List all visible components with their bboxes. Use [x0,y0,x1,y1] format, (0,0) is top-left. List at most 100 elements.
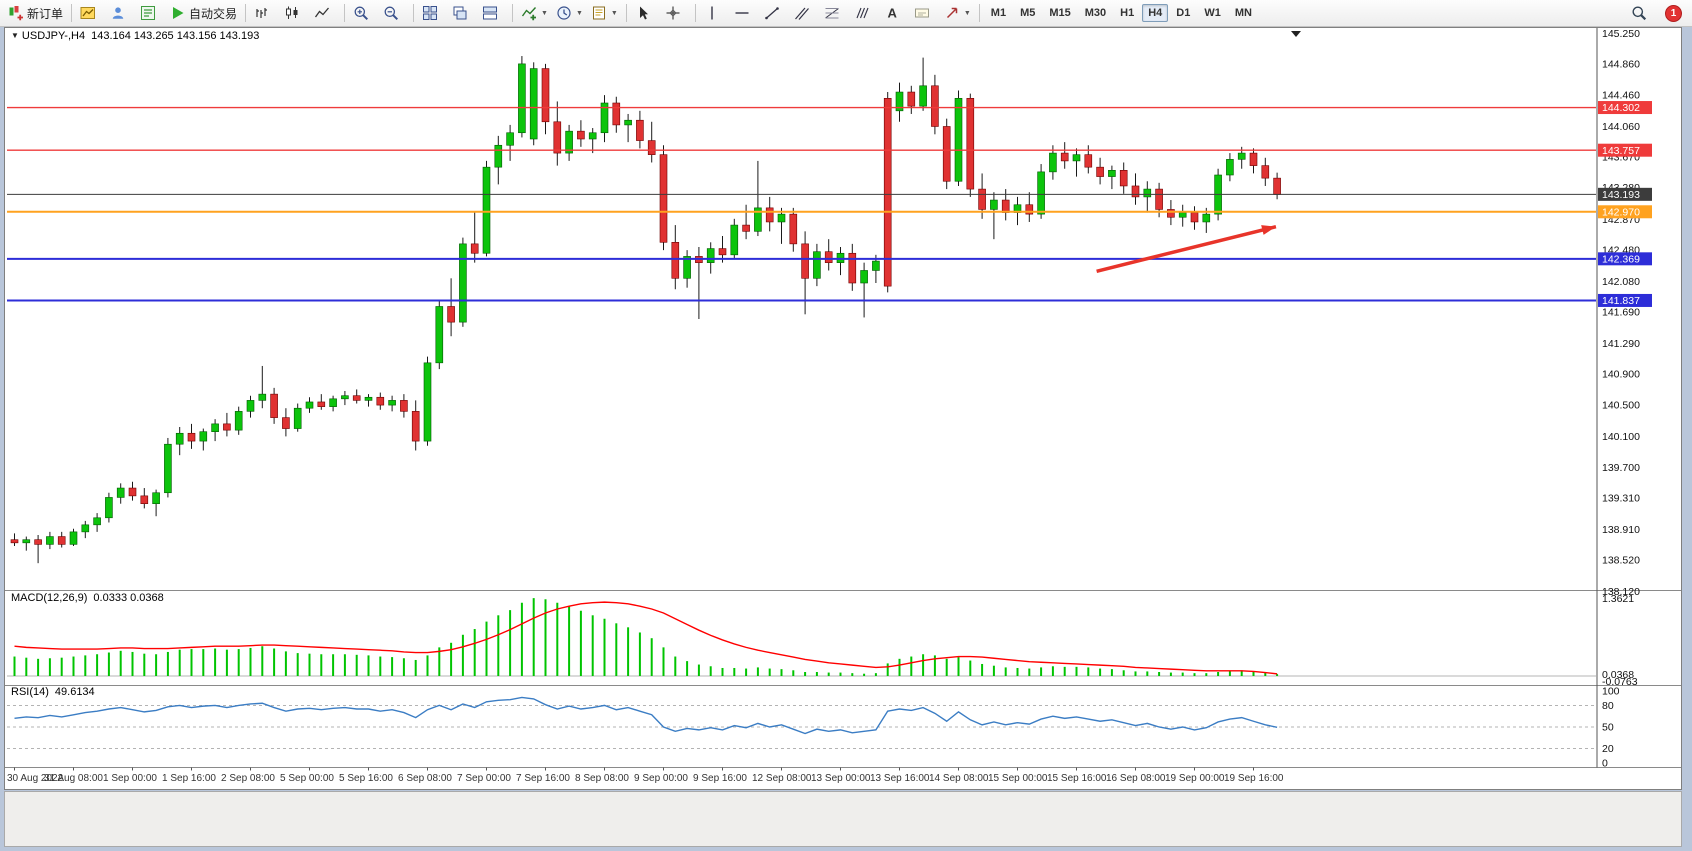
time-label: 9 Sep 16:00 [693,773,747,784]
search-icon [1631,5,1647,21]
fibonacci-button[interactable] [820,1,850,25]
candle [22,539,31,544]
tile-windows-button[interactable] [418,1,448,25]
candle [919,85,927,107]
candlestick-chart-button[interactable] [280,1,310,25]
equidistant-channel-button[interactable] [790,1,820,25]
time-label: 5 Sep 16:00 [339,773,393,784]
chart-menu-icon[interactable]: ▼ [11,31,19,40]
tile-horizontally-button[interactable] [478,1,508,25]
candle [388,400,396,406]
vertical-line-button[interactable] [700,1,730,25]
chevron-down-icon[interactable]: ▼ [575,9,583,17]
candle [364,396,373,401]
timeframe-h1[interactable]: H1 [1120,7,1135,19]
trend-arrow[interactable] [1096,224,1277,273]
price-tag: 143.757 [1598,143,1652,157]
candle [1167,209,1175,218]
text-label-button[interactable] [910,1,940,25]
candle [341,395,349,400]
chevron-down-icon[interactable]: ▼ [963,9,971,17]
candle [942,126,951,182]
shapes-button[interactable] [850,1,880,25]
zoom-out-button[interactable] [379,1,409,25]
chevron-down-icon[interactable]: ▼ [610,9,618,17]
toolbar-separator [71,4,73,22]
time-label: 6 Sep 08:00 [398,773,452,784]
templates-button[interactable]: ▼ [587,1,622,25]
chevron-down-icon[interactable]: ▼ [541,9,548,17]
search-button[interactable] [1627,1,1657,25]
time-label: 1 Sep 00:00 [103,773,157,784]
candle [978,188,986,210]
profiles-button[interactable] [106,1,136,25]
indicators-button[interactable]: ▼ [517,1,552,25]
candle [376,396,385,406]
candle [813,251,821,279]
candle [612,102,621,126]
market-watch-button[interactable] [136,1,166,25]
candle [293,407,302,429]
horizontal-line-button[interactable] [730,1,760,25]
bar-chart-button[interactable] [250,1,280,25]
notification-badge[interactable]: 1 [1665,4,1682,22]
text-button[interactable]: A [880,1,910,25]
candle [93,517,101,526]
time-label: 12 Sep 08:00 [752,773,812,784]
cursor-button[interactable] [631,1,661,25]
svg-text:144.302: 144.302 [1602,102,1640,114]
y-axis-tick: 138.120 [1602,586,1640,598]
y-axis-tick: 142.080 [1602,276,1640,288]
macd-scale-max: 1.3621 [1602,593,1634,605]
candle [175,432,184,445]
timeframe-m5[interactable]: M5 [1020,7,1036,19]
candle [1178,212,1187,218]
y-axis-tick: 144.060 [1602,121,1640,133]
zoom-in-button[interactable] [349,1,379,25]
macd-signal-value: 0.0368 [1602,669,1634,681]
charts-button[interactable] [76,1,106,25]
cascade-windows-button[interactable] [448,1,478,25]
candle [1119,170,1128,187]
candle [990,199,998,210]
candle [860,270,868,284]
autotrading-button[interactable]: 自动交易 [166,1,241,25]
line-chart-button[interactable] [310,1,340,25]
timeframe-mn[interactable]: MN [1234,7,1252,19]
candle [140,495,149,504]
candle [872,260,880,271]
chart-shift-marker[interactable] [1291,31,1301,37]
candle [435,306,444,364]
arrows-button[interactable]: ▼ [940,1,975,25]
timeframe-h4[interactable]: H4 [1142,4,1169,22]
svg-text:142.369: 142.369 [1602,254,1640,266]
new-order-button[interactable]: 新订单 [4,1,67,25]
timeframe-m15[interactable]: M15 [1049,7,1071,19]
timeframe-m1[interactable]: M1 [990,7,1007,19]
periods-button[interactable]: ▼ [552,1,587,25]
rsi-scale-label: 20 [1602,743,1614,755]
candle [600,102,609,134]
cursor-icon [635,5,651,21]
timeframe-w1[interactable]: W1 [1204,7,1221,19]
candle [352,395,361,401]
candle [907,91,916,107]
crosshair-button[interactable] [661,1,691,25]
y-axis-tick: 138.520 [1602,555,1640,567]
candle [152,492,160,504]
candle [470,243,479,254]
candle [246,400,255,412]
timeframe-m30[interactable]: M30 [1084,7,1107,19]
trendline-button[interactable] [760,1,790,25]
candle [494,144,503,168]
candle [1155,188,1163,210]
timeframe-d1[interactable]: D1 [1176,7,1191,19]
svg-text:142.970: 142.970 [1602,206,1640,218]
candle [718,248,727,256]
candle [423,362,432,442]
candle [777,213,786,223]
candle [848,252,857,284]
time-label: 16 Sep 08:00 [1106,773,1166,784]
zoom-in-icon [353,5,369,21]
toolbar-separator [512,4,514,22]
